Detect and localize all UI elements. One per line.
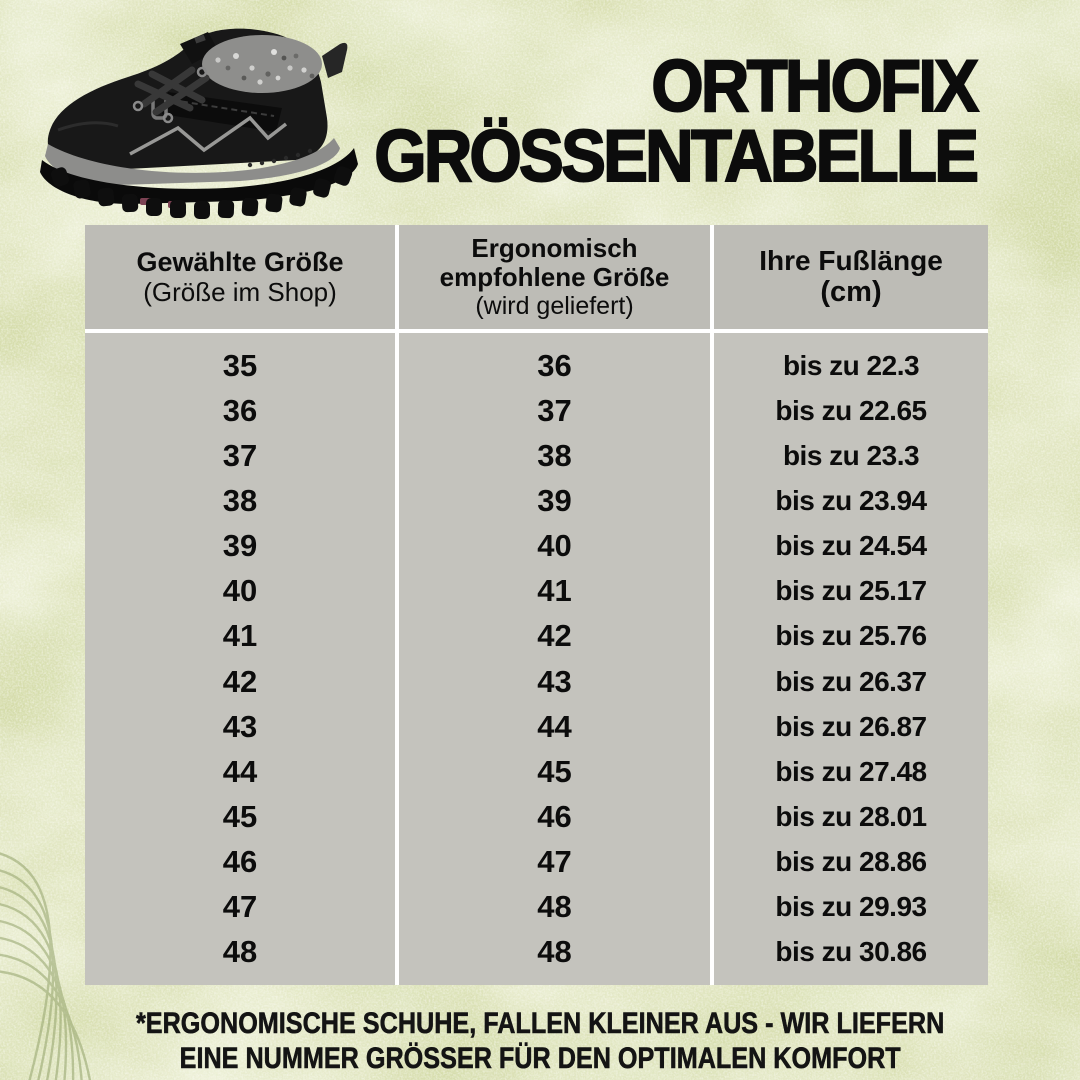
- decorative-arc-lines: [0, 852, 92, 1080]
- header-delivered-size: Ergonomisch empfohlene Größe (wird gelie…: [399, 225, 710, 329]
- chart-subtitle: GRÖSSENTABELLE: [373, 116, 980, 197]
- size-cell-shop: 37: [222, 437, 258, 473]
- size-cell-shop: 39: [222, 528, 258, 564]
- column-foot-lengths: bis zu 22.3 bis zu 22.65 bis zu 23.3 bis zu…: [714, 333, 988, 985]
- size-cell-foot: bis zu 26.37: [775, 665, 927, 697]
- size-cell-shop: 38: [222, 482, 258, 518]
- size-cell-delivered: 45: [537, 753, 572, 789]
- brand-title: ORTHOFIX: [650, 46, 980, 127]
- size-cell-foot: bis zu 22.3: [782, 349, 920, 381]
- header-foot-length-subtitle: (cm): [820, 276, 882, 309]
- header-foot-length-title: Ihre Fußlänge: [759, 245, 943, 277]
- size-cell-foot: bis zu 25.17: [775, 575, 927, 607]
- footnote: *ERGONOMISCHE SCHUHE, FALLEN KLEINER AUS…: [0, 1006, 1080, 1076]
- size-cell-foot: bis zu 29.93: [775, 891, 927, 923]
- footnote-line-2: EINE NUMMER GRÖSSER FÜR DEN OPTIMALEN KO…: [179, 1042, 901, 1076]
- size-cell-delivered: 42: [537, 618, 572, 654]
- boot-laces: [134, 66, 210, 116]
- size-cell-delivered: 48: [537, 889, 572, 925]
- size-cell-delivered: 48: [537, 934, 572, 970]
- size-cell-shop: 46: [222, 844, 258, 880]
- size-cell-delivered: 40: [537, 528, 572, 564]
- size-cell-delivered: 46: [537, 798, 572, 834]
- boot-midsole: [45, 138, 340, 185]
- size-cell-delivered: 43: [537, 663, 572, 699]
- header-shop-size-subtitle: (Größe im Shop): [143, 276, 337, 307]
- boot-heel-loop: [322, 42, 348, 78]
- size-cell-foot: bis zu 22.65: [775, 394, 927, 426]
- header-delivered-size-title: Ergonomisch empfohlene Größe: [439, 232, 670, 292]
- header-shop-size-title: Gewählte Größe: [136, 247, 344, 278]
- size-cell-shop: 47: [222, 889, 258, 925]
- boot-eyelets: [132, 66, 208, 124]
- page-title: ORTHOFIX GRÖSSENTABELLE: [373, 46, 980, 197]
- size-cell-delivered: 44: [537, 708, 572, 744]
- size-cell-shop: 35: [222, 347, 258, 383]
- size-cell-foot: bis zu 23.3: [782, 439, 920, 471]
- size-cell-foot: bis zu 28.86: [775, 846, 927, 878]
- size-cell-delivered: 41: [537, 573, 572, 609]
- size-cell-foot: bis zu 25.76: [775, 620, 927, 652]
- size-cell-shop: 42: [222, 663, 258, 699]
- size-cell-delivered: 39: [537, 482, 572, 518]
- header-foot-length: Ihre Fußlänge (cm): [714, 225, 988, 329]
- size-cell-shop: 48: [222, 934, 258, 970]
- header-delivered-size-subtitle: (wird geliefert): [475, 292, 634, 321]
- boot-fur-collar: [202, 35, 322, 93]
- size-cell-foot: bis zu 27.48: [775, 755, 927, 787]
- size-cell-shop: 36: [222, 392, 258, 428]
- size-cell-foot: bis zu 23.94: [775, 484, 927, 516]
- size-cell-shop: 41: [222, 618, 258, 654]
- boot-tread-lugs: [50, 166, 353, 219]
- size-cell-delivered: 37: [537, 392, 572, 428]
- size-table: Gewählte Größe (Größe im Shop) Ergonomis…: [85, 225, 988, 985]
- boot-outsole: [40, 148, 358, 204]
- boot-toe-stitch: [57, 121, 119, 132]
- size-cell-foot: bis zu 28.01: [775, 800, 927, 832]
- boot-tongue: [180, 32, 218, 64]
- size-cell-shop: 44: [222, 753, 258, 789]
- size-cell-delivered: 47: [537, 844, 572, 880]
- size-cell-foot: bis zu 24.54: [775, 530, 927, 562]
- column-delivered-sizes: 36 37 38 39 40 41 42 43 44 45 46 47 48 48: [399, 333, 710, 985]
- footnote-line-1: *ERGONOMISCHE SCHUHE, FALLEN KLEINER AUS…: [135, 1007, 945, 1041]
- size-cell-delivered: 36: [537, 347, 572, 383]
- size-cell-foot: bis zu 26.87: [775, 710, 927, 742]
- boot-zigzag-stitch: [129, 115, 288, 156]
- column-shop-sizes: 35 36 37 38 39 40 41 42 43 44 45 46 47 48: [85, 333, 395, 985]
- size-cell-shop: 43: [222, 708, 258, 744]
- size-cell-shop: 45: [222, 798, 258, 834]
- boot-tongue-tag: [194, 34, 206, 44]
- size-cell-shop: 40: [222, 573, 258, 609]
- boot-product-image: [40, 28, 358, 219]
- header-shop-size: Gewählte Größe (Größe im Shop): [85, 225, 395, 329]
- size-cell-foot: bis zu 30.86: [775, 936, 927, 968]
- size-cell-delivered: 38: [537, 437, 572, 473]
